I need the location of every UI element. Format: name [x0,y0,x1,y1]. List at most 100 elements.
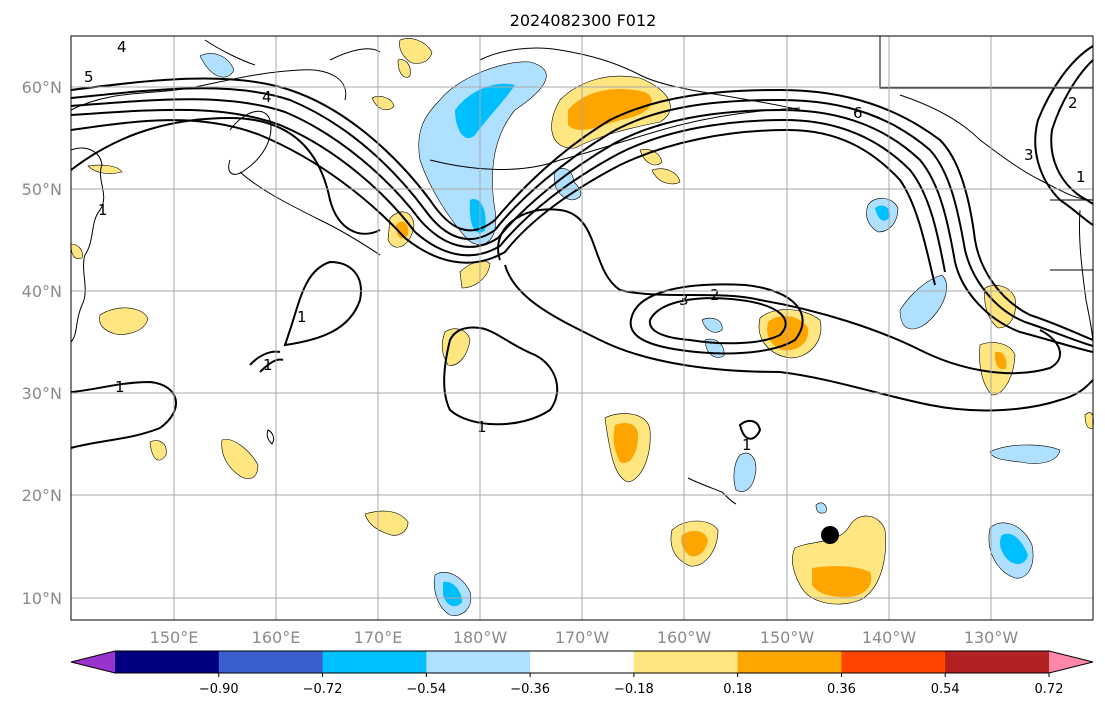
arctic-coastline [204,39,381,66]
blue-region [469,199,486,233]
contour-line [70,77,1094,341]
contour-line [629,283,804,355]
lon-label: 140°W [862,628,917,647]
colorbar-segment [945,651,1050,673]
contour-label: 1 [297,308,307,326]
lon-label: 130°W [964,628,1019,647]
yellow-region [979,342,1016,396]
lon-label: 150°E [150,628,199,647]
contour-line [1050,59,1094,205]
lon-label: 180°W [453,628,508,647]
light-blue-region [989,444,1061,464]
contour-lines [70,45,1094,449]
contour-label: 1 [115,378,125,396]
light-blue-region [199,53,235,78]
orange-region [568,89,652,130]
blue-region [1000,533,1028,565]
colorbar-extend-high [1049,651,1093,673]
contour-label: 1 [742,436,752,454]
contour-label: 4 [117,38,127,56]
orange-region [613,422,639,464]
contour-line [70,380,177,449]
contour-line [70,87,1094,347]
contour-label: 2 [1068,94,1078,112]
colorbar-tick-label: −0.36 [510,682,550,697]
kamchatka-coastline [228,110,272,175]
contour-label: 1 [1076,168,1086,186]
light-blue-region [733,452,757,492]
longitude-labels: 150°E 160°E 170°E 180°W 170°W 160°W 150°… [150,628,1019,647]
lon-label: 160°E [252,628,301,647]
colorbar-outline [70,650,1094,674]
orange-region [681,530,708,557]
colorbar-segment [218,651,324,673]
yellow-region [397,59,411,78]
contour-line [70,98,1094,353]
hawaiian-islands [687,477,737,505]
colorbar-tick-label: −0.18 [614,682,654,697]
canada-coastline [899,94,1094,201]
contour-label: 1 [477,418,487,436]
light-blue-region [899,274,947,330]
colorbar-extend-low [71,651,115,673]
contour-line [738,419,762,440]
contour-line [1034,45,1094,226]
lon-label: 150°W [760,628,815,647]
yellow-region [459,260,491,289]
colorbar-tick-label: 0.18 [723,682,752,697]
colorbar: −0.90 −0.72 −0.54 −0.36 −0.18 0.18 0.36 0.54 0.7… [70,650,1094,697]
light-blue-region [701,317,723,333]
yellow-region [399,38,433,64]
kuril-islands [239,171,381,256]
colorbar-tick-label: −0.54 [406,682,446,697]
lon-label: 170°W [555,628,610,647]
canada-border [879,36,1093,89]
lat-label: 30°N [22,384,62,403]
lon-label: 160°W [657,628,712,647]
orange-region [994,351,1007,370]
contour-label: 4 [262,88,272,106]
colorbar-segment [115,651,220,673]
lon-label: 170°E [354,628,403,647]
contour-line [648,297,787,345]
lat-label: 50°N [22,180,62,199]
lat-label: 60°N [22,78,62,97]
light-blue-region [815,502,827,514]
contour-line [283,260,362,347]
colorbar-tick-label: 0.54 [931,682,960,697]
contour-label: 6 [853,104,863,122]
anomaly-shading [70,38,1094,616]
contour-line [249,350,284,373]
colorbar-tick-label: −0.90 [199,682,239,697]
island-outline [266,429,275,445]
blue-region [455,83,515,139]
map-title: 2024082300 F012 [510,11,657,30]
colorbar-segment [737,651,842,673]
yellow-region [87,164,123,174]
blue-region [875,205,890,221]
blue-region [443,581,462,607]
lat-label: 20°N [22,486,62,505]
contour-label: 5 [84,68,94,86]
colorbar-tick-label: 0.72 [1035,682,1064,697]
aleutian-islands [429,107,801,170]
contour-label: 3 [1024,146,1034,164]
lat-label: 10°N [22,589,62,608]
asia-coastline [70,147,105,343]
contour-label: 1 [263,356,273,374]
yellow-region [99,307,149,335]
contour-line [70,108,946,273]
orange-region [812,566,872,598]
contour-line [497,208,1062,375]
contour-label: 2 [710,286,720,304]
contour-line [70,116,381,235]
colorbar-segment [841,651,946,673]
contour-line [70,119,936,286]
map-frame [70,35,1094,621]
yellow-region [364,510,409,536]
alaska-coastline [479,47,801,111]
orange-region [396,221,409,239]
light-blue-region [418,61,547,245]
storm-center-marker [821,526,839,544]
